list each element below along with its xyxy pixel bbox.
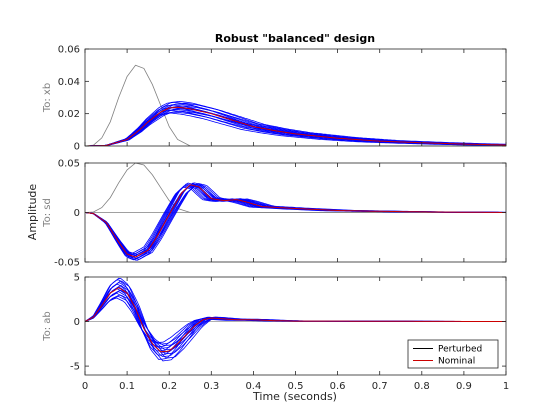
series-group (85, 163, 506, 261)
y-tick-label: 0 (74, 142, 80, 153)
x-tick-label: 0 (82, 381, 88, 392)
y-tick-label: 0.04 (58, 77, 80, 88)
legend: Perturbed Nominal (407, 339, 499, 369)
x-tick-label: 0.7 (372, 381, 388, 392)
panel-label: To: sd (42, 198, 53, 228)
x-axis-label: Time (seconds) (252, 390, 337, 403)
legend-entry: Nominal (438, 357, 475, 367)
y-tick-label: 0 (74, 208, 80, 219)
nominal-line (85, 106, 506, 146)
x-tick-label: 1 (503, 381, 509, 392)
series-group (85, 64, 506, 146)
x-tick-label: 0.6 (330, 381, 346, 392)
reference-line (85, 64, 506, 146)
nominal-line (85, 287, 506, 353)
panel-label: To: ab (42, 311, 53, 342)
panel-2: -0.05 0 0.05 To: sd (42, 159, 507, 269)
y-tick-label: -0.05 (54, 258, 80, 269)
legend-box (407, 339, 499, 369)
x-tick-label: 0.2 (161, 381, 177, 392)
chart-title: Robust "balanced" design (215, 32, 375, 45)
y-tick-label: 0.06 (58, 45, 80, 56)
y-tick-label: 0.02 (58, 109, 80, 120)
x-tick-label: 0.4 (245, 381, 261, 392)
reference-line (85, 163, 506, 213)
x-tick-label: 0.8 (414, 381, 430, 392)
plot-area (85, 49, 506, 146)
perturbed-line (85, 100, 506, 146)
panel-1: 0 0.02 0.04 0.06 To: xb (42, 45, 507, 153)
x-tick-label: 0.3 (203, 381, 219, 392)
y-tick-label: 0.05 (58, 159, 80, 170)
y-axis-label: Amplitude (26, 184, 39, 241)
series-group (85, 277, 506, 362)
y-tick-label: -5 (70, 362, 80, 373)
y-tick-label: 5 (74, 273, 80, 284)
x-tick-label: 0.9 (456, 381, 472, 392)
nominal-line (85, 184, 506, 258)
y-tick-label: 0 (74, 317, 80, 328)
x-tick-label: 0.1 (119, 381, 135, 392)
x-tick-label: 0.5 (288, 381, 304, 392)
panel-label: To: xb (42, 83, 53, 113)
legend-entry: Perturbed (438, 345, 482, 355)
